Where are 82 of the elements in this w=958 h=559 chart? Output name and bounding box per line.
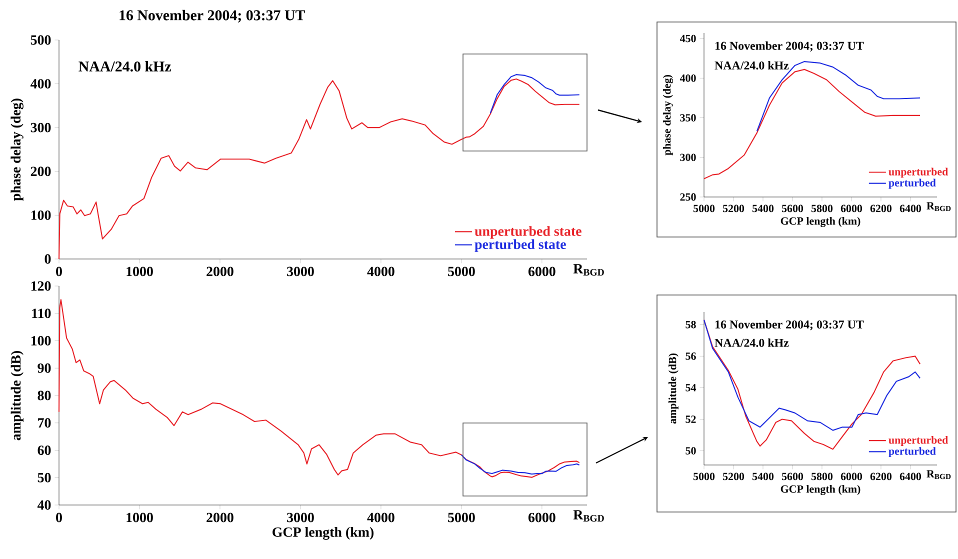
x-tick-label: 4000 [367,512,394,522]
y-tick-label: 110 [32,308,51,318]
x-tick-label: 5600 [782,472,804,480]
y-axis-title: amplitude (dB) [668,354,678,424]
x-tick-label: 6000 [840,204,862,212]
x-tick-label: 0 [56,512,62,522]
x-tick-label: 2000 [206,512,234,522]
legend-label: perturbed [888,447,936,458]
annotation: NAA/24.0 kHz [78,61,171,72]
x-axis-title: GCP length (km) [780,485,860,496]
y-tick-label: 100 [31,336,51,346]
line-series [58,78,580,260]
text: R$_{BGD}$ [926,470,951,480]
y-tick-label: 400 [680,74,696,82]
x-tick-label: 6000 [528,512,556,522]
x-tick-label: 1000 [126,512,153,522]
y-axis-title: phase delay (deg) [10,98,24,201]
y-tick-label: 250 [680,193,696,201]
chart-title: 16 November 2004; 03:37 UT [120,10,306,22]
y-tick-label: 80 [38,390,51,400]
text: R$_{BGD}$ [926,202,951,212]
x-tick-label: 6200 [870,204,892,212]
x-tick-label: 5000 [448,266,475,276]
annotation: 16 November 2004; 03:37 UT [715,41,864,52]
x-tick-label: 6400 [900,472,922,480]
line-series [58,299,580,478]
y-tick-label: 50 [686,447,696,455]
legend-label: perturbed [888,178,936,189]
y-tick-label: 300 [680,154,696,162]
x-tick-label: 5200 [722,204,744,212]
y-tick-label: 500 [30,35,51,45]
x-tick-label: 5200 [722,472,744,480]
y-tick-label: 50 [38,472,51,482]
line-series [460,454,580,475]
legend-label: unperturbed [888,168,948,178]
x-tick-label: 5800 [811,204,833,212]
x-tick-label: 5000 [693,472,715,480]
y-tick-label: 54 [686,384,696,392]
y-tick-label: 300 [30,122,51,132]
y-tick-label: 400 [30,79,51,89]
legend-label: unperturbed state [474,226,582,239]
line-series [490,74,580,114]
x-tick-label: 6000 [528,266,556,276]
x-tick-label: 3000 [287,512,314,522]
y-tick-label: 450 [680,34,696,42]
x-axis-title: GCP length (km) [780,217,860,228]
y-tick-label: 58 [686,320,696,328]
y-tick-label: 0 [44,254,51,264]
y-tick-label: 100 [31,210,51,220]
x-tick-label: 5000 [693,204,715,212]
text: R$_{BGD}$ [573,510,604,522]
y-tick-label: 56 [686,352,696,360]
x-tick-label: 5400 [752,472,774,480]
x-tick-label: 5800 [811,472,833,480]
x-axis-title: GCP length (km) [272,527,374,540]
x-tick-label: 5600 [782,204,804,212]
x-tick-label: 6200 [870,472,892,480]
annotation: NAA/24.0 kHz [714,61,789,70]
x-tick-label: 6400 [900,204,922,212]
y-tick-label: 200 [30,166,51,176]
x-tick-label: 5000 [448,512,475,522]
y-tick-label: 90 [38,363,51,373]
x-tick-label: 3000 [287,266,314,276]
x-tick-label: 2000 [206,266,234,276]
y-axis-title: amplitude (dB) [10,350,24,440]
y-tick-label: 350 [680,114,696,122]
y-axis-title: phase delay (deg) [662,74,673,156]
legend-label: unperturbed [888,436,948,446]
annotation: NAA/24.0 kHz [714,338,789,347]
legend-label: perturbed state [474,239,566,252]
x-tick-label: 4000 [367,266,394,276]
x-tick-label: 0 [56,266,62,276]
x-tick-label: 1000 [126,266,153,276]
annotation: 16 November 2004; 03:37 UT [715,320,864,330]
y-tick-label: 60 [38,446,51,455]
y-tick-label: 120 [31,281,51,291]
x-tick-label: 6000 [840,472,862,480]
y-tick-label: 52 [686,416,696,423]
y-tick-label: 40 [37,500,51,510]
x-tick-label: 5400 [752,204,774,212]
text: R$_{BGD}$ [573,264,604,276]
y-tick-label: 70 [38,418,51,428]
